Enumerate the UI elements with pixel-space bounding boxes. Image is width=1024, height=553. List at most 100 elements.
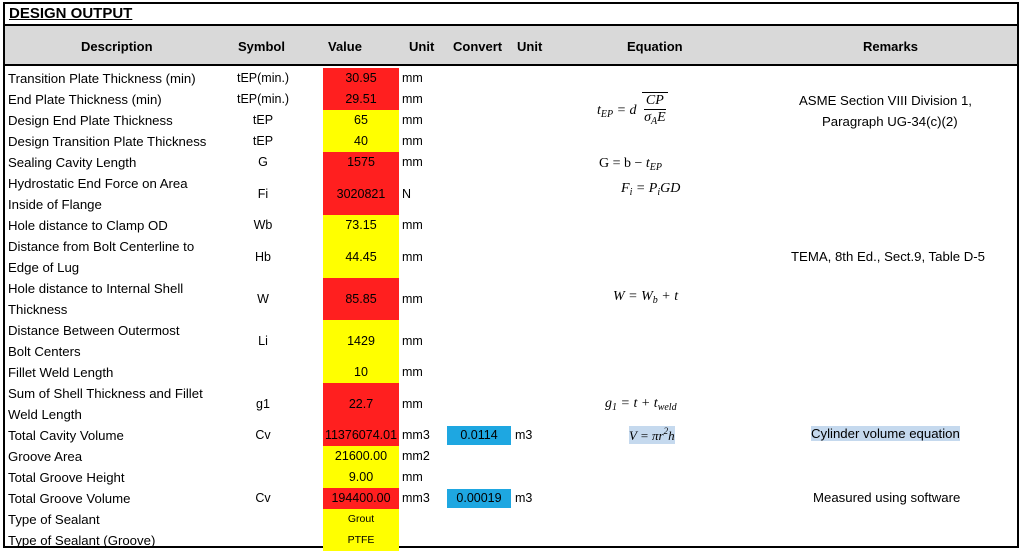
table-row: End Plate Thickness (min) tEP(min.) 29.51 m… (5, 89, 1017, 110)
equation-w: W = Wb + t (613, 289, 679, 306)
equation-volume: V = πr2h (629, 426, 675, 444)
row-description-line: End Plate Thickness (min) (8, 92, 162, 107)
header-equation: Equation (627, 39, 683, 54)
table-row: Fillet Weld Length 10 mm (5, 362, 1017, 383)
row-description-line: Distance from Bolt Centerline to (8, 239, 195, 254)
section-title: DESIGN OUTPUT (9, 5, 133, 22)
row-description: Total Groove Height (8, 467, 125, 488)
row-value[interactable]: 29.51 (323, 89, 399, 110)
row-value[interactable]: 30.95 (323, 68, 399, 89)
row-description-line: Hole distance to Clamp OD (8, 218, 168, 233)
row-value[interactable]: 3020821 (323, 173, 399, 215)
row-value[interactable]: 65 (323, 110, 399, 131)
equation-fi: Fi = PiGD (621, 181, 681, 198)
design-output-sheet: DESIGN OUTPUT Description Symbol Value U… (3, 2, 1019, 551)
row-description-line: Hydrostatic End Force on Area (8, 176, 188, 191)
table-header: Description Symbol Value Unit Convert Un… (5, 26, 1017, 66)
table-row: Transition Plate Thickness (min) tEP(min.… (5, 68, 1017, 89)
header-convert-unit: Unit (517, 39, 543, 54)
row-description-line: Distance Between Outermost (8, 323, 180, 338)
table-row: Hydrostatic End Force on Area Inside of F… (5, 173, 1017, 215)
table-row: Hole distance to Clamp OD Wb 73.15 mm (5, 215, 1017, 236)
row-symbol: Fi (257, 187, 269, 201)
row-symbol: Hb (255, 250, 271, 264)
equation-g: G = b − tEP (599, 156, 663, 173)
row-description: Groove Area (8, 446, 82, 467)
table-row: Sum of Shell Thickness and Fillet Weld Le… (5, 383, 1017, 425)
row-description: Fillet Weld Length (8, 362, 113, 383)
row-value[interactable]: 21600.00 (323, 446, 399, 467)
row-description: Total Cavity Volume (8, 425, 124, 446)
row-symbol: tEP(min.) (237, 71, 290, 85)
row-converted-value[interactable]: 0.00019 (447, 489, 511, 508)
row-description-line: Total Groove Height (8, 470, 125, 485)
table-row: Type of Sealant Grout (5, 509, 1017, 530)
row-description-line: Sealing Cavity Length (8, 155, 137, 170)
row-description: Distance Between Outermost Bolt Centers (8, 320, 180, 362)
row-value[interactable]: 85.85 (323, 278, 399, 320)
row-unit: mm (402, 365, 423, 379)
row-unit: mm (402, 92, 423, 106)
row-unit: mm (402, 155, 423, 169)
row-value[interactable]: PTFE (323, 530, 399, 551)
table-row: Distance Between Outermost Bolt Centers Li… (5, 320, 1017, 362)
row-converted-unit: m3 (515, 491, 533, 505)
row-description: Design Transition Plate Thickness (8, 131, 206, 152)
row-description: Sealing Cavity Length (8, 152, 136, 173)
section-title-bar: DESIGN OUTPUT (5, 4, 1017, 26)
remark-asme-line1: ASME Section VIII Division 1, (799, 93, 972, 108)
row-value[interactable]: 9.00 (323, 467, 399, 488)
row-description: Total Groove Volume (8, 488, 130, 509)
header-symbol: Symbol (238, 39, 285, 54)
table-row: Groove Area 21600.00 mm2 (5, 446, 1017, 467)
row-converted-unit: m3 (515, 428, 533, 442)
row-description-line: Total Groove Volume (8, 491, 131, 506)
row-value[interactable]: 194400.00 (323, 488, 399, 509)
row-symbol: g1 (256, 397, 270, 411)
row-converted-value[interactable]: 0.0114 (447, 426, 511, 445)
row-value[interactable]: 10 (323, 362, 399, 383)
row-value[interactable]: 73.15 (323, 215, 399, 236)
row-description: End Plate Thickness (min) (8, 89, 162, 110)
row-unit: mm (402, 113, 423, 127)
header-description: Description (81, 39, 153, 54)
row-description: Hydrostatic End Force on Area Inside of F… (8, 173, 188, 215)
row-description: Distance from Bolt Centerline to Edge of … (8, 236, 194, 278)
row-description: Transition Plate Thickness (min) (8, 68, 196, 89)
equation-g1: g1 = t + tweld (605, 396, 677, 413)
row-value[interactable]: 40 (323, 131, 399, 152)
row-value[interactable]: 11376074.01 (323, 425, 399, 446)
row-symbol: Wb (253, 218, 273, 232)
remark-software: Measured using software (813, 490, 961, 505)
row-unit: mm (402, 134, 423, 148)
row-symbol: tEP (252, 134, 274, 148)
row-symbol: tEP (252, 113, 274, 127)
row-value[interactable]: 44.45 (323, 236, 399, 278)
header-value: Value (328, 39, 362, 54)
table-row: Design Transition Plate Thickness tEP 40 mm (5, 131, 1017, 152)
row-unit: mm (402, 218, 423, 232)
header-remarks: Remarks (863, 39, 918, 54)
row-unit: mm (402, 334, 423, 348)
row-unit: mm (402, 292, 423, 306)
row-description: Type of Sealant (Groove) (8, 530, 155, 551)
row-description: Sum of Shell Thickness and Fillet Weld Le… (8, 383, 203, 425)
row-value[interactable]: 1429 (323, 320, 399, 362)
row-description-line: Design Transition Plate Thickness (8, 134, 207, 149)
row-description: Hole distance to Internal Shell Thickness (8, 278, 183, 320)
row-description-line: Transition Plate Thickness (min) (8, 71, 196, 86)
row-unit: mm2 (402, 449, 430, 463)
row-description-line: Weld Length (8, 407, 82, 422)
row-value[interactable]: 1575 (323, 152, 399, 173)
row-value[interactable]: 22.7 (323, 383, 399, 425)
row-unit: N (402, 187, 412, 201)
table-row: Total Groove Height 9.00 mm (5, 467, 1017, 488)
row-description-line: Inside of Flange (8, 197, 102, 212)
equation-tep: tEP = d CP σAE (597, 92, 668, 130)
row-description: Hole distance to Clamp OD (8, 215, 168, 236)
row-description-line: Design End Plate Thickness (8, 113, 173, 128)
row-value[interactable]: Grout (323, 509, 399, 530)
row-unit: mm (402, 71, 423, 85)
row-description-line: Sum of Shell Thickness and Fillet (8, 386, 203, 401)
row-symbol: tEP(min.) (237, 92, 290, 106)
